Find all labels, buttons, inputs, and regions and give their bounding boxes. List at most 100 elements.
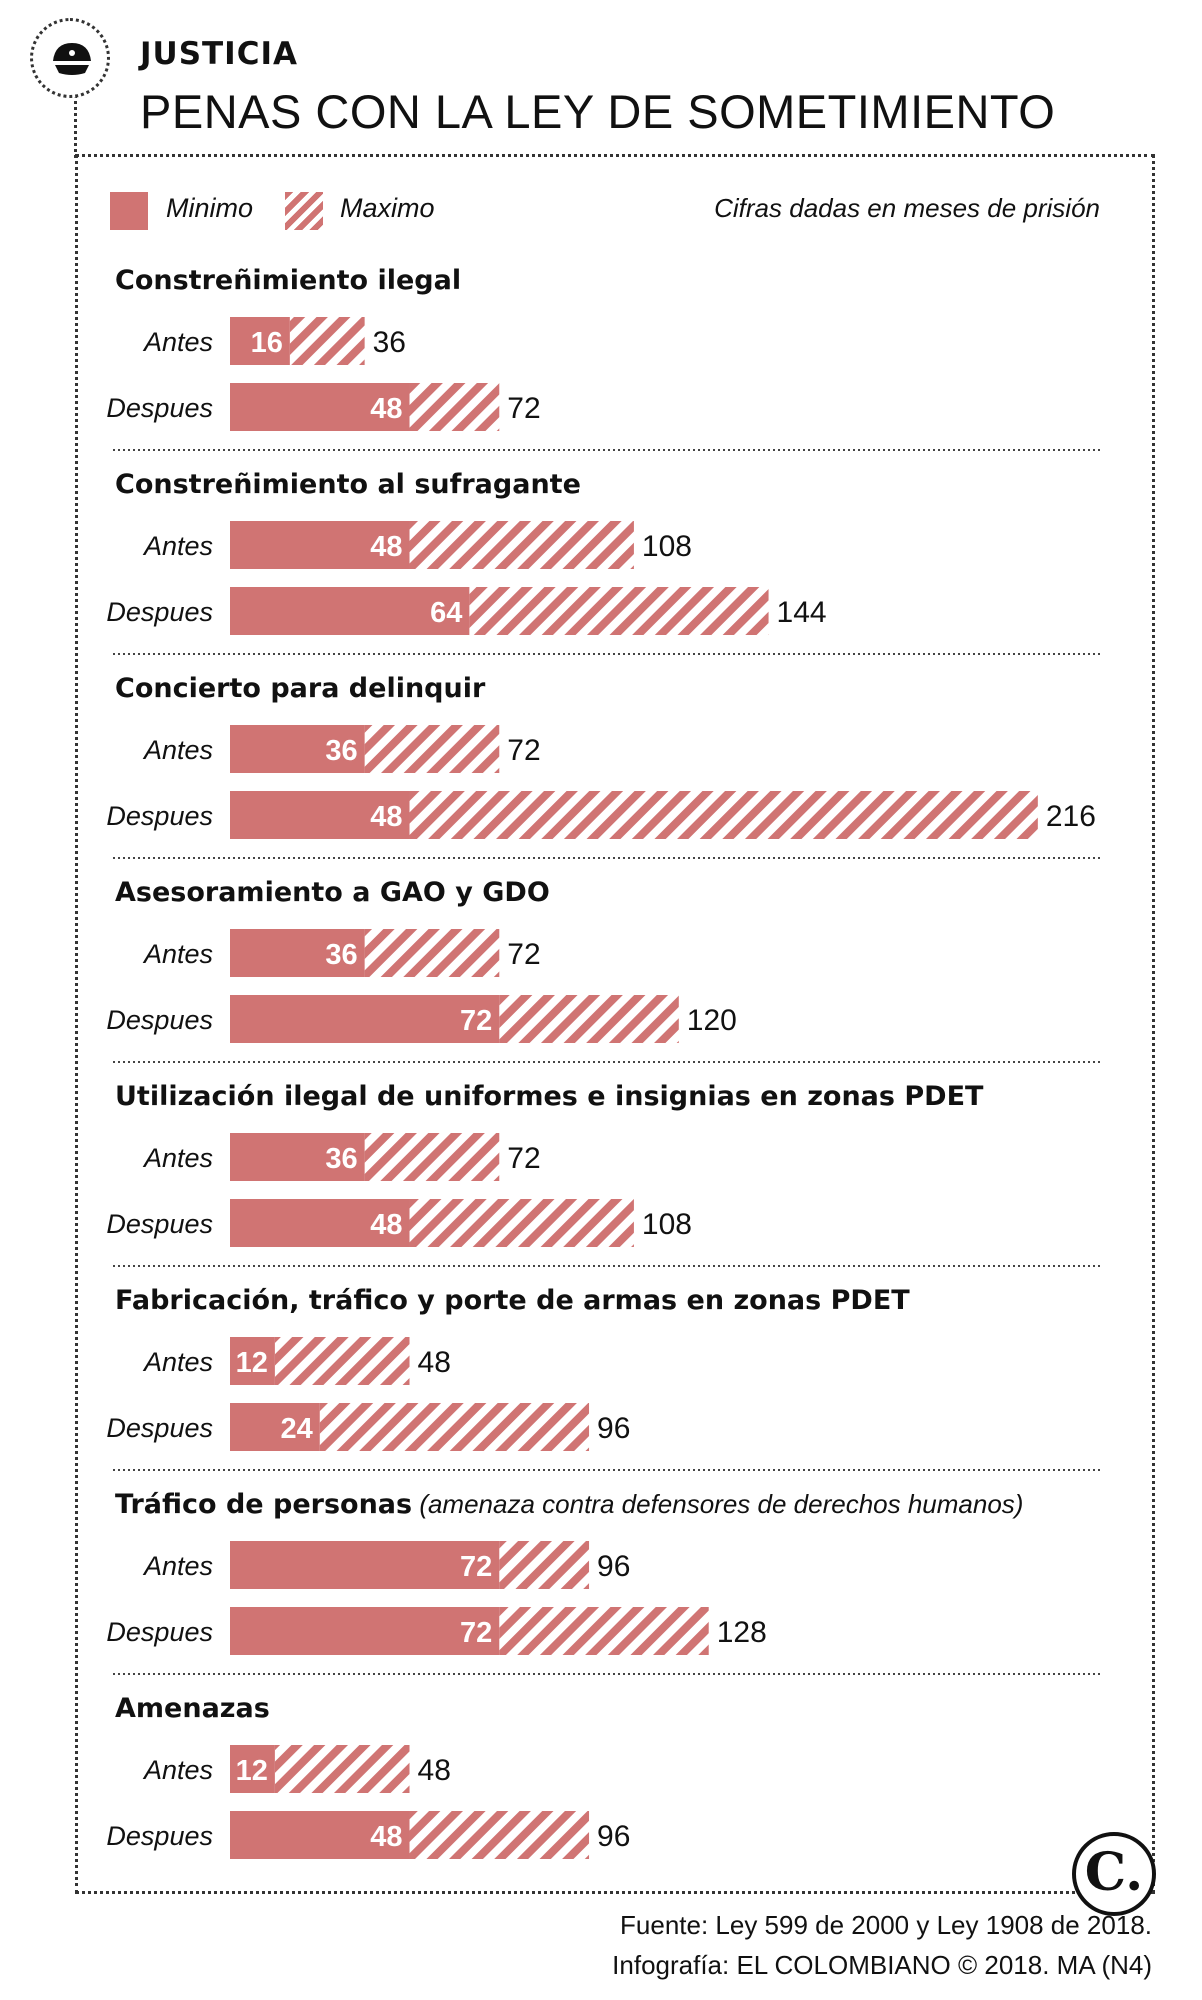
value-label-minimo: 48 (370, 1821, 402, 1853)
value-label-minimo: 24 (280, 1413, 312, 1445)
bar-maximo (409, 521, 634, 569)
bar-maximo (364, 929, 500, 977)
group-title: Fabricación, tráfico y porte de armas en… (115, 1285, 910, 1316)
bar-maximo (319, 1403, 590, 1451)
bar-minimo (230, 725, 365, 773)
value-label-maximo: 96 (597, 1550, 630, 1583)
value-label-maximo: 120 (687, 1004, 737, 1037)
row-label: Antes (142, 1143, 213, 1173)
source-credits: Fuente: Ley 599 de 2000 y Ley 1908 de 20… (612, 1905, 1152, 1985)
bar-maximo (499, 1541, 590, 1589)
bar-maximo (409, 1811, 590, 1859)
row-label: Antes (142, 327, 213, 357)
value-label-minimo: 36 (325, 939, 357, 971)
value-label-maximo: 72 (507, 392, 540, 425)
row-label: Antes (142, 531, 213, 561)
value-label-maximo: 36 (373, 326, 406, 359)
bar-minimo (230, 587, 470, 635)
bar-maximo (409, 1199, 634, 1247)
bar-maximo (274, 1337, 410, 1385)
bar-maximo (274, 1745, 410, 1793)
bar-minimo (230, 317, 290, 365)
unit-note: Cifras dadas en meses de prisión (714, 193, 1100, 223)
bar-minimo (230, 521, 410, 569)
bar-maximo (364, 1133, 500, 1181)
value-label-maximo: 48 (418, 1346, 451, 1379)
row-label: Despues (106, 1413, 213, 1443)
bar-minimo (230, 1607, 500, 1655)
bar-maximo (409, 383, 500, 431)
group-title: Constreñimiento ilegal (115, 265, 461, 296)
row-label: Antes (142, 735, 213, 765)
value-label-minimo: 72 (460, 1551, 492, 1583)
legend-swatch-maximo (285, 192, 323, 230)
row-label: Antes (142, 939, 213, 969)
value-label-minimo: 72 (460, 1005, 492, 1037)
value-label-minimo: 12 (236, 1347, 268, 1379)
bar-maximo (364, 725, 500, 773)
value-label-minimo: 36 (325, 735, 357, 767)
source-text: Fuente: Ley 599 de 2000 y Ley 1908 de 20… (620, 1910, 1152, 1940)
value-label-minimo: 64 (430, 597, 462, 629)
row-label: Despues (106, 1209, 213, 1239)
group-title-text: Constreñimiento ilegal (115, 265, 461, 296)
bar-maximo (289, 317, 365, 365)
group-title: Constreñimiento al sufragante (115, 469, 581, 500)
value-label-minimo: 16 (251, 327, 283, 359)
value-label-maximo: 128 (717, 1616, 767, 1649)
group-note: (amenaza contra defensores de derechos h… (412, 1489, 1023, 1519)
value-label-minimo: 48 (370, 1209, 402, 1241)
group-title-text: Utilización ilegal de uniformes e insign… (115, 1081, 984, 1112)
legend-label-minimo: Minimo (166, 193, 254, 223)
legend-swatch-minimo (110, 192, 148, 230)
group-title-text: Fabricación, tráfico y porte de armas en… (115, 1285, 910, 1316)
group-title-text: Constreñimiento al sufragante (115, 469, 581, 500)
group-title-text: Amenazas (115, 1693, 270, 1724)
bar-minimo (230, 1337, 275, 1385)
value-label-maximo: 72 (507, 938, 540, 971)
value-label-minimo: 72 (460, 1617, 492, 1649)
bar-minimo (230, 995, 500, 1043)
value-label-minimo: 48 (370, 801, 402, 833)
bar-minimo (230, 1403, 320, 1451)
legend: Minimo Maximo Cifras dadas en meses de p… (110, 190, 1100, 230)
police-cap-icon (53, 43, 91, 75)
value-label-maximo: 96 (597, 1412, 630, 1445)
value-label-maximo: 108 (642, 1208, 692, 1241)
row-label: Despues (106, 393, 213, 423)
value-label-maximo: 72 (507, 734, 540, 767)
row-label: Despues (106, 801, 213, 831)
value-label-maximo: 216 (1046, 800, 1096, 833)
group-title-text: Concierto para delinquir (115, 673, 486, 704)
section-badge (30, 18, 110, 98)
value-label-minimo: 12 (236, 1755, 268, 1787)
chart-frame (75, 154, 1155, 1894)
value-label-maximo: 72 (507, 1142, 540, 1175)
bar-maximo (469, 587, 769, 635)
row-label: Despues (106, 1005, 213, 1035)
bar-minimo (230, 1133, 365, 1181)
row-label: Despues (106, 1821, 213, 1851)
row-label: Antes (142, 1755, 213, 1785)
value-label-maximo: 144 (777, 596, 827, 629)
bar-minimo (230, 1745, 275, 1793)
el-colombiano-logo: C. (1072, 1832, 1156, 1916)
bar-minimo (230, 929, 365, 977)
value-label-maximo: 108 (642, 530, 692, 563)
group-title: Concierto para delinquir (115, 673, 486, 704)
row-label: Antes (142, 1347, 213, 1377)
header-connector-line (74, 88, 77, 158)
page-title: PENAS CON LA LEY DE SOMETIMIENTO (140, 85, 1056, 138)
group-title: Tráfico de personas (amenaza contra defe… (115, 1489, 1023, 1520)
bar-maximo (409, 791, 1038, 839)
legend-label-maximo: Maximo (340, 193, 435, 223)
group-title: Asesoramiento a GAO y GDO (115, 877, 550, 908)
bar-minimo (230, 383, 410, 431)
bar-minimo (230, 791, 410, 839)
credit-text: Infografía: EL COLOMBIANO © 2018. MA (N4… (612, 1950, 1152, 1980)
bar-maximo (499, 1607, 709, 1655)
row-label: Despues (106, 1617, 213, 1647)
bar-minimo (230, 1541, 500, 1589)
group-title-text: Tráfico de personas (115, 1489, 412, 1520)
